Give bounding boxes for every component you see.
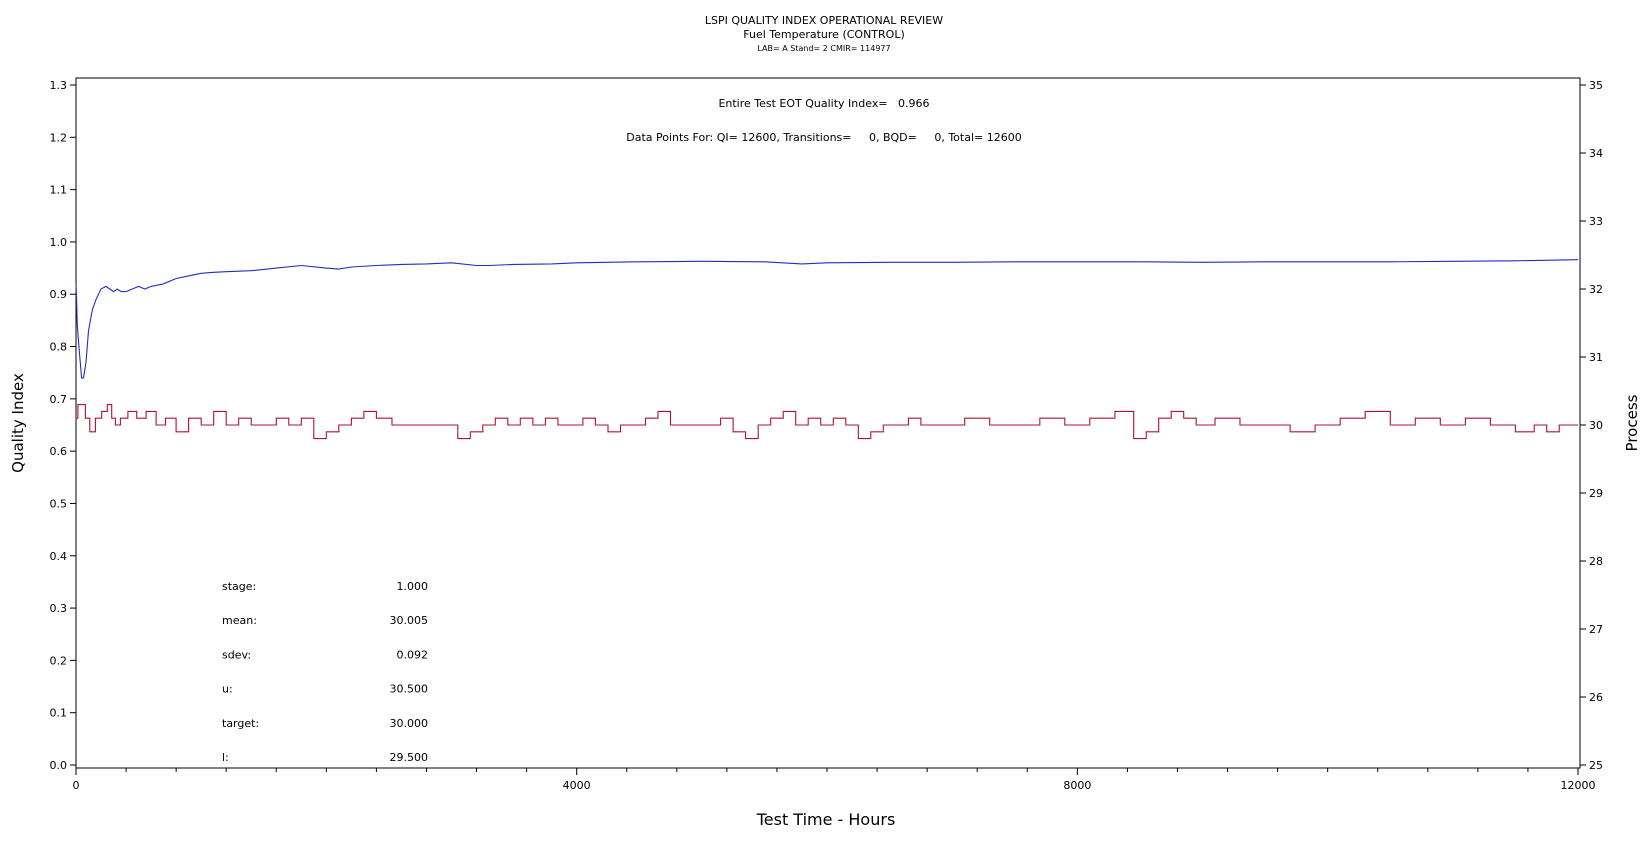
x-tick-label: 0 (73, 779, 80, 792)
series-quality-index-line (75, 259, 1579, 379)
y-tick-left-label: 0.3 (50, 602, 68, 615)
y-tick-right-label: 29 (1589, 487, 1603, 500)
y-tick-left-label: 1.1 (50, 184, 68, 197)
stat-value: 1.000 (397, 580, 429, 593)
y-tick-right-label: 30 (1589, 419, 1603, 432)
y-tick-left-label: 0.6 (50, 445, 68, 458)
stat-value: 30.005 (390, 614, 429, 627)
y-tick-left-label: 0.9 (50, 288, 68, 301)
x-tick-label: 8000 (1063, 779, 1091, 792)
y-tick-left-label: 0.2 (50, 654, 68, 667)
y-tick-left-label: 0.7 (50, 393, 68, 406)
stat-label: target: (222, 717, 259, 730)
stat-value: 30.000 (390, 717, 429, 730)
ticks-layer: 0.0 0.1 0.2 0.3 0.4 0.5 0.6 0.7 0.8 0.9 1.0 1.1 1.2 1… (50, 79, 1604, 792)
stat-label: mean: (222, 614, 257, 627)
y-tick-left-label: 0.4 (50, 550, 68, 563)
stat-label: l: (222, 751, 229, 764)
y-tick-left-label: 1.0 (50, 236, 68, 249)
y-axis-label-left: Quality Index (9, 373, 27, 473)
annotation-points: Data Points For: QI= 12600, Transitions=… (626, 131, 1021, 144)
stat-value: 30.500 (390, 683, 429, 696)
y-tick-right-label: 25 (1589, 759, 1603, 772)
y-tick-left-label: 0.1 (50, 707, 68, 720)
y-tick-left-label: 0.5 (50, 497, 68, 510)
y-tick-left-label: 0.8 (50, 341, 68, 354)
y-tick-left-label: 1.2 (50, 131, 68, 144)
y-tick-right-label: 27 (1589, 623, 1603, 636)
y-tick-right-label: 35 (1589, 79, 1603, 92)
x-axis-label: Test Time - Hours (756, 810, 896, 829)
chart-subtitle: Fuel Temperature (CONTROL) (743, 28, 905, 41)
y-tick-right-label: 33 (1589, 215, 1603, 228)
y-tick-right-label: 34 (1589, 147, 1603, 160)
series-layer (75, 259, 1579, 440)
annotation-qi: Entire Test EOT Quality Index= 0.966 (718, 97, 929, 110)
y-tick-right-label: 31 (1589, 351, 1603, 364)
stat-value: 29.500 (390, 751, 429, 764)
x-tick-label: 4000 (563, 779, 591, 792)
y-tick-right-label: 26 (1589, 691, 1603, 704)
stat-label: sdev: (222, 648, 251, 661)
x-tick-label: 12000 (1561, 779, 1596, 792)
y-tick-right-label: 32 (1589, 283, 1603, 296)
stat-label: u: (222, 683, 233, 696)
stat-label: stage: (222, 580, 256, 593)
stats-layer: stage: 1.000 mean: 30.005 sdev: 0.092 u: 30.500… (222, 580, 428, 764)
chart-title: LSPI QUALITY INDEX OPERATIONAL REVIEW (705, 14, 943, 27)
y-tick-left-label: 1.3 (50, 79, 68, 92)
y-tick-left-label: 0.0 (50, 759, 68, 772)
y-tick-right-label: 28 (1589, 555, 1603, 568)
y-axis-label-right: Process (1623, 394, 1641, 451)
plot-area (75, 77, 1581, 769)
chart-subtitle-2: LAB= A Stand= 2 CMIR= 114977 (757, 44, 890, 53)
stat-value: 0.092 (397, 648, 429, 661)
series-process-line (76, 404, 1578, 440)
